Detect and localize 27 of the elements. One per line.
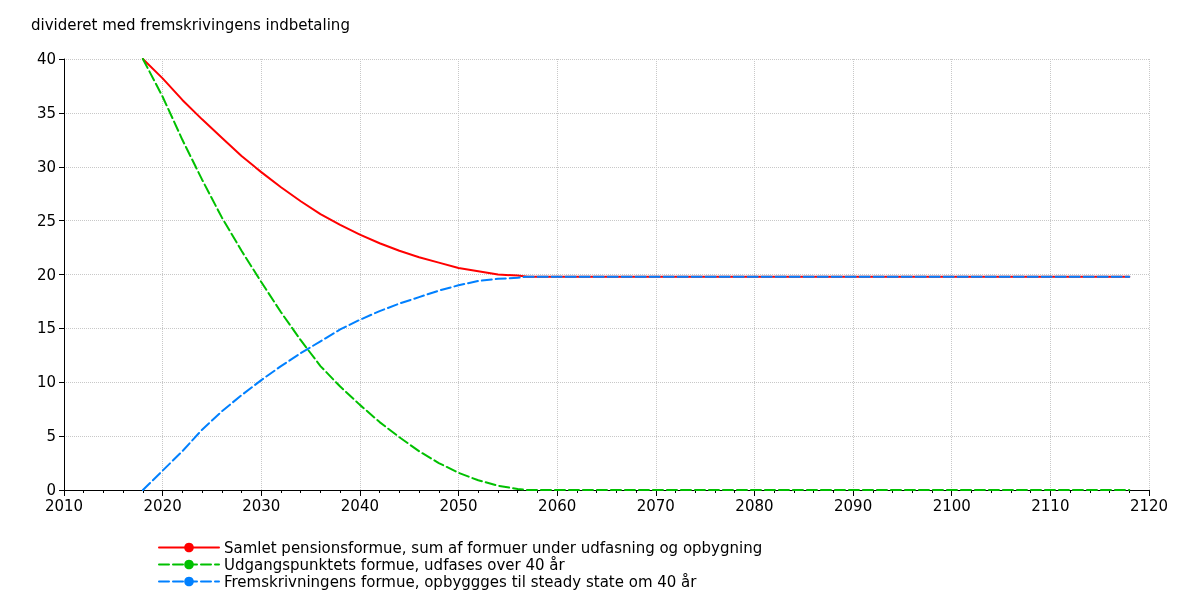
x-tick-label: 2080 [735, 496, 774, 515]
legend-label: Samlet pensionsformue, sum af formuer under udfasning og opbygning [224, 538, 763, 557]
x-tick-label: 2030 [242, 496, 281, 515]
y-tick-label: 15 [36, 319, 56, 338]
y-tick-label: 5 [46, 427, 56, 446]
y-axis-title: divideret med fremskrivingens indbetaling [31, 15, 350, 34]
y-tick-label: 35 [36, 103, 56, 122]
x-tick-label: 2070 [636, 496, 675, 515]
y-tick-label: 25 [36, 211, 56, 230]
x-tick-label: 2060 [538, 496, 577, 515]
x-tick-label: 2020 [143, 496, 182, 515]
x-tick-label: 2040 [340, 496, 379, 515]
y-tick-label: 0 [46, 481, 56, 499]
line-series [141, 58, 1131, 491]
legend-label: Udgangspunktets formue, udfases over 40 år [224, 555, 566, 574]
x-tick-label: 2050 [439, 496, 478, 515]
x-tick-label: 2090 [834, 496, 873, 515]
x-tick-label: 2110 [1031, 496, 1070, 515]
y-tick-label: 40 [36, 50, 56, 68]
legend-label: Fremskrivningens formue, opbyggges til steady state om 40 år [224, 572, 698, 591]
x-tick-label: 2010 [44, 496, 84, 515]
y-tick-label: 10 [36, 373, 56, 392]
y-tick-label: 20 [36, 265, 56, 284]
x-tick-label: 2120 [1129, 496, 1169, 515]
y-tick-label: 30 [36, 157, 56, 176]
x-tick-label: 2100 [932, 496, 971, 515]
line-series [141, 275, 1131, 491]
